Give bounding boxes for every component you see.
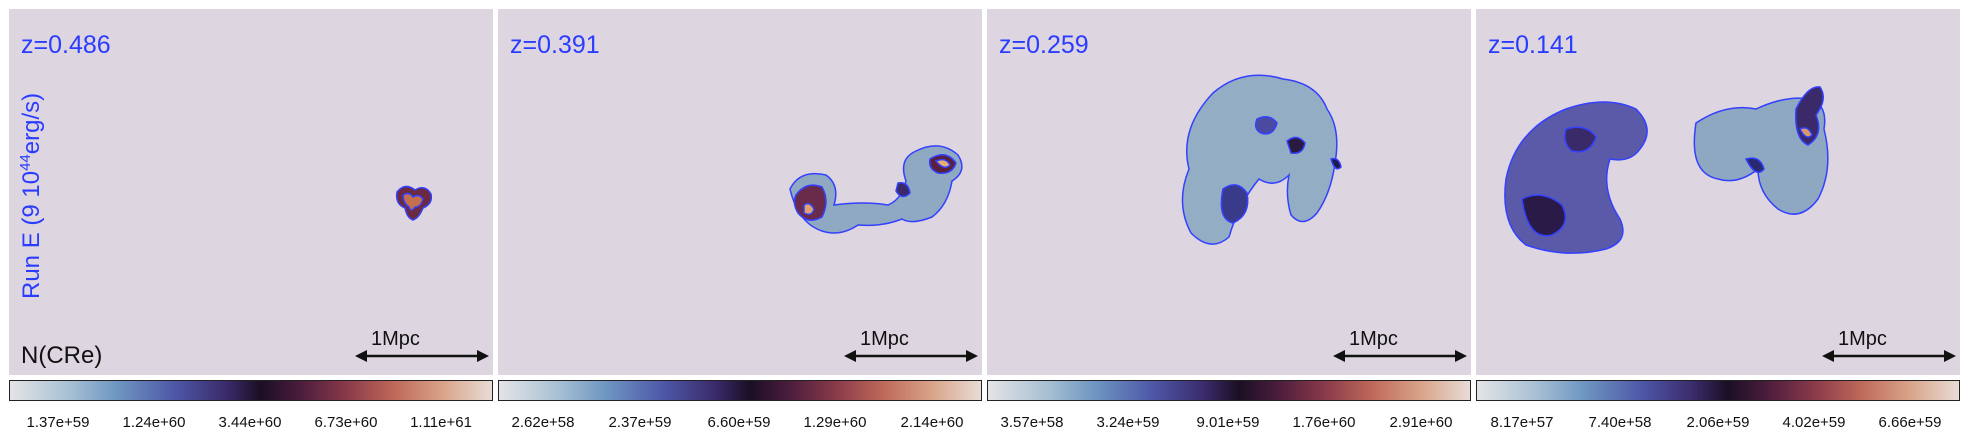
colorbar-tick-label: 1.11e+61 (410, 414, 472, 431)
redshift-label: z=0.141 (1488, 31, 1578, 59)
colorbar-tick-label: 8.17e+57 (1490, 414, 1554, 431)
colorbar-tick-label: 1.24e+60 (122, 414, 186, 431)
colorbar-tick-label: 6.73e+60 (314, 414, 378, 431)
colorbar-tick-label: 1.76e+60 (1292, 414, 1356, 431)
colorbar-tick-label: 9.01e+59 (1196, 414, 1260, 431)
colorbar-tick-label: 2.62e+58 (511, 414, 575, 431)
scale-bar-label: 1Mpc (1349, 328, 1398, 350)
redshift-label: z=0.391 (510, 31, 600, 59)
scale-bar-label: 1Mpc (1838, 328, 1887, 350)
quantity-label: N(CRe) (21, 342, 103, 369)
colorbar-1 (9, 380, 493, 401)
emission-map-3 (1181, 74, 1342, 245)
colorbar-2 (498, 380, 982, 401)
scale-bar-arrow (355, 350, 489, 362)
colorbar-tick-label: 7.40e+58 (1588, 414, 1652, 431)
colorbar-tick-label: 6.60e+59 (707, 414, 771, 431)
colorbar-tick-label: 2.91e+60 (1389, 414, 1453, 431)
colorbar-3 (987, 380, 1471, 401)
scale-bar-arrow (1822, 350, 1956, 362)
colorbar-tick-label: 1.37e+59 (26, 414, 90, 431)
panel-2: z=0.391 1Mpc (498, 9, 982, 375)
colorbar-tick-label: 2.37e+59 (608, 414, 672, 431)
colorbar-tick-label: 2.14e+60 (900, 414, 964, 431)
emission-map-1 (395, 185, 433, 221)
colorbar-tick-label: 1.29e+60 (803, 414, 867, 431)
emission-map-4 (1504, 86, 1829, 254)
panel-1: z=0.486 Run E (9 1044erg/s) N(CRe) 1Mpc (9, 9, 493, 375)
redshift-label: z=0.259 (999, 31, 1089, 59)
scale-bar-label: 1Mpc (371, 328, 420, 350)
colorbar-tick-label: 3.57e+58 (1000, 414, 1064, 431)
redshift-label: z=0.486 (21, 31, 111, 59)
colorbar-tick-label: 3.24e+59 (1096, 414, 1160, 431)
colorbar-tick-label: 4.02e+59 (1782, 414, 1846, 431)
colorbar-4 (1476, 380, 1960, 401)
panel-4: z=0.141 1Mpc (1476, 9, 1960, 375)
scale-bar-arrow (844, 350, 978, 362)
colorbar-tick-label: 2.06e+59 (1686, 414, 1750, 431)
colorbar-tick-label: 6.66e+59 (1878, 414, 1942, 431)
scale-bar-label: 1Mpc (860, 328, 909, 350)
emission-map-2 (789, 145, 963, 234)
scale-bar-arrow (1333, 350, 1467, 362)
colorbar-tick-label: 3.44e+60 (218, 414, 282, 431)
panel-3: z=0.259 1Mpc (987, 9, 1471, 375)
run-label: Run E (9 1044erg/s) (17, 92, 45, 299)
